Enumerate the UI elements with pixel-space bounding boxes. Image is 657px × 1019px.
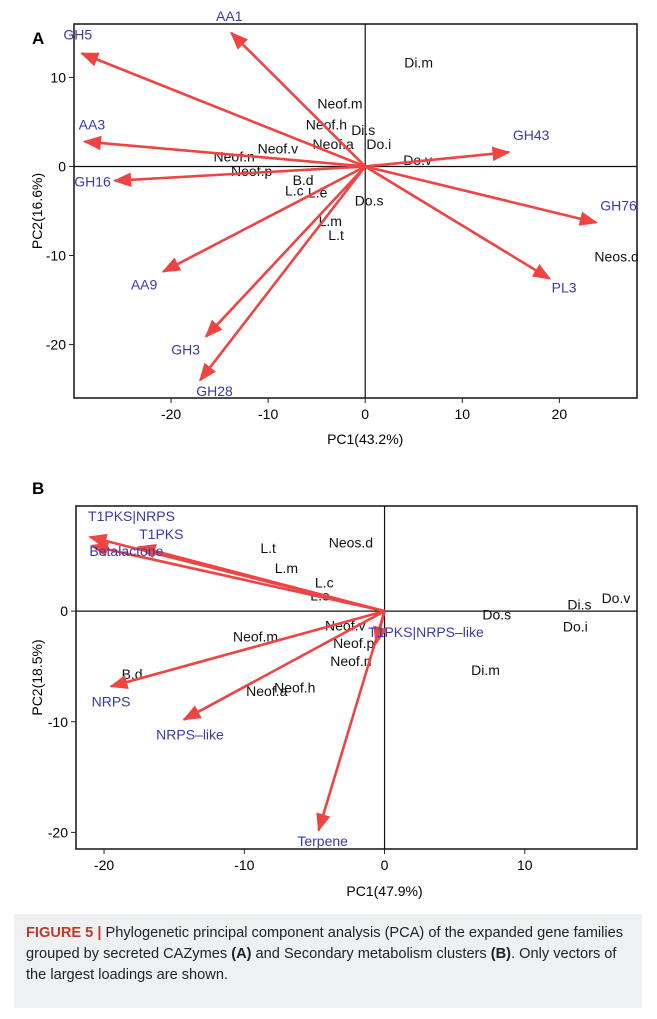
y-tick-label: 10	[50, 69, 66, 85]
y-tick-label: -10	[46, 248, 66, 264]
sample-label: L.c	[285, 183, 304, 199]
plot-frame	[73, 23, 638, 399]
vector-label: PL3	[552, 280, 577, 296]
x-axis-title: PC1(47.9%)	[346, 883, 422, 899]
sample-label: Di.s	[567, 596, 591, 612]
vector-label: NRPS–like	[156, 727, 224, 743]
vector-label: GH3	[171, 342, 200, 358]
panel-letter: A	[32, 29, 44, 48]
vector-label: AA1	[216, 8, 243, 24]
x-tick-label: -10	[234, 857, 254, 873]
sample-label: Neos.d	[594, 248, 638, 264]
sample-label: Do.s	[355, 192, 384, 208]
sample-label: Neof.h	[306, 117, 347, 133]
caption-ref-b: (B)	[490, 946, 512, 962]
vector-label: T1PKS|NRPS	[88, 508, 175, 524]
x-tick-label: 20	[552, 406, 568, 422]
sample-label: Neof.m	[317, 95, 362, 111]
sample-label: Neof.v	[258, 141, 298, 157]
y-axis-title: PC2(18.5%)	[29, 639, 45, 715]
x-tick-label: 0	[381, 857, 389, 873]
loading-vector	[229, 31, 367, 168]
caption-text: FIGURE 5 | Phylogenetic principal compon…	[26, 923, 630, 986]
sample-label: Neof.p	[333, 635, 374, 651]
sample-label: Neos.d	[329, 535, 373, 551]
loading-vector	[365, 146, 511, 168]
y-tick-label: 0	[58, 158, 66, 174]
panel-a: A -20 -10 0 10 20 -20 -10 0 10 PC1(43.2%) PC2(16.6%…	[29, 8, 639, 447]
y-tick-label: -10	[48, 714, 68, 730]
vector-label: GH28	[196, 383, 233, 399]
loading-vector	[112, 165, 366, 188]
vector-label: NRPS	[92, 693, 131, 709]
y-tick-label: -20	[46, 337, 66, 353]
vector-label: T1PKS	[139, 526, 183, 542]
figure: A -20 -10 0 10 20 -20 -10 0 10 PC1(43.2%) PC2(16.6%…	[29, 8, 639, 899]
sample-label: L.t	[260, 540, 276, 556]
sample-label: Neof.m	[233, 629, 278, 645]
sample-label: L.c	[315, 574, 334, 590]
loading-vector	[373, 610, 388, 645]
sample-label: Do.i	[366, 136, 391, 152]
x-tick-label: 0	[361, 406, 369, 422]
x-tick-label: 10	[454, 406, 470, 422]
loading-vector	[364, 165, 598, 226]
panel-b: B -20 -10 0 10 -20 -10 0 PC1(47.9%) PC2(18.5%) L.t…	[29, 479, 638, 899]
loading-vector	[364, 165, 552, 280]
sample-label: Neof.a	[246, 683, 287, 699]
loading-vector	[109, 609, 385, 690]
x-tick-label: 10	[517, 857, 533, 873]
sample-label: L.m	[319, 213, 342, 229]
vector-label: AA3	[79, 117, 106, 133]
sample-label: Neof.h	[274, 679, 315, 695]
loading-vector	[161, 165, 366, 273]
x-tick-label: -20	[94, 857, 114, 873]
sample-label: L.m	[275, 560, 298, 576]
sample-label: Do.s	[482, 606, 511, 622]
sample-label: Neof.p	[231, 163, 272, 179]
figure-caption: FIGURE 5 | Phylogenetic principal compon…	[14, 914, 642, 1008]
sample-label: B.d	[293, 172, 314, 188]
loading-vector	[316, 610, 386, 832]
plot-frame	[75, 505, 638, 850]
vector-label: T1PKS|NRPS–like	[368, 624, 484, 640]
sample-label: Neof.n	[330, 653, 371, 669]
sample-label: Neof.v	[325, 617, 365, 633]
x-axis-title: PC1(43.2%)	[327, 431, 403, 447]
caption-part-2: and Secondary metabolism clusters	[251, 946, 491, 962]
vector-label: GH5	[63, 26, 92, 42]
sample-label: Di.m	[471, 662, 500, 678]
vector-label: GH76	[600, 198, 637, 214]
vector-label: GH16	[74, 174, 111, 190]
caption-part-1: Phylogenetic principal component analysi…	[26, 925, 624, 962]
loading-vector	[199, 165, 367, 382]
loading-vector	[80, 52, 366, 168]
loading-vector	[204, 165, 367, 338]
sample-label: Di.m	[404, 54, 433, 70]
y-tick-label: 0	[60, 603, 68, 619]
sample-label: Do.v	[602, 590, 631, 606]
vector-label: Betalactone	[89, 543, 163, 559]
x-tick-label: -20	[161, 406, 181, 422]
panel-letter: B	[32, 479, 44, 498]
loading-vector	[182, 609, 386, 721]
vector-label: AA9	[131, 277, 158, 293]
caption-part-3: . Only vectors of the largest loadings a…	[26, 946, 617, 983]
sample-label: L.t	[328, 227, 344, 243]
loading-vector	[89, 542, 385, 613]
caption-label: FIGURE 5 |	[26, 925, 102, 941]
x-tick-label: -10	[258, 406, 278, 422]
loading-vector	[137, 544, 385, 613]
y-axis-title: PC2(16.6%)	[29, 173, 45, 249]
y-tick-label: -20	[48, 824, 68, 840]
sample-label: Do.i	[563, 619, 588, 635]
caption-ref-a: (A)	[231, 946, 252, 962]
vector-label: GH43	[513, 127, 550, 143]
vector-label: Terpene	[297, 833, 348, 849]
sample-label: Di.s	[351, 122, 375, 138]
loading-vector	[82, 135, 366, 168]
